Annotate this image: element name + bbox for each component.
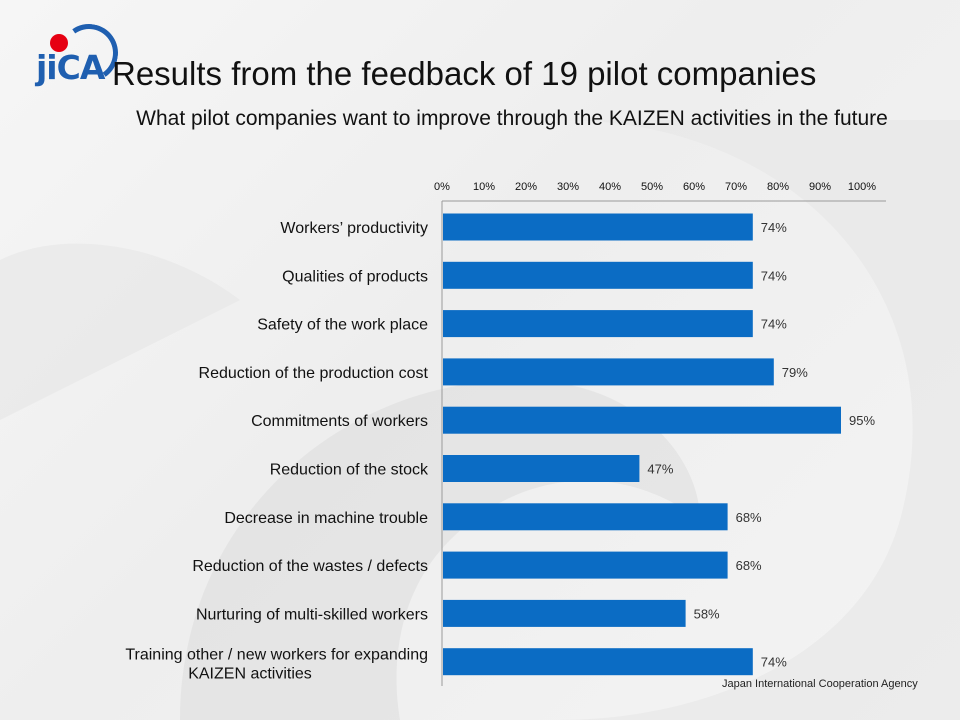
logo-red-dot-icon [50,34,68,52]
data-label: 79% [782,365,808,380]
x-tick-label: 40% [599,181,621,193]
bar [443,406,841,434]
x-tick-label: 0% [434,181,450,193]
bar [443,503,728,531]
data-label: 74% [761,220,787,235]
jica-logo: jiCA [30,19,123,88]
data-label: 68% [736,558,762,573]
category-label: Reduction of the production cost [199,365,429,382]
data-label: 95% [849,413,875,428]
category-label: Nurturing of multi-skilled workers [196,606,428,623]
bar [443,455,640,482]
category-label: Safety of the work place [257,317,428,334]
category-label: Workers’ productivity [280,220,428,237]
x-tick-label: 20% [515,181,537,193]
bar [443,599,686,627]
bar [443,648,753,676]
x-tick-label: 70% [725,181,747,193]
x-tick-label: 10% [473,181,495,193]
bar [443,310,753,338]
bar [443,358,774,386]
bar [443,213,753,241]
data-label: 74% [761,268,787,283]
slide-title: Results from the feedback of 19 pilot co… [112,55,817,92]
category-label: Reduction of the wastes / defects [192,558,428,575]
x-tick-label: 100% [848,181,876,193]
data-label: 74% [761,655,787,670]
category-label-line: Training other / new workers for expandi… [125,647,428,664]
x-tick-label: 90% [809,181,831,193]
category-label: Decrease in machine trouble [224,510,428,527]
x-tick-label: 80% [767,181,789,193]
data-label: 58% [694,606,720,621]
category-label: Reduction of the stock [270,462,429,479]
x-tick-label: 50% [641,181,663,193]
category-label-line: KAIZEN activities [188,666,312,683]
category-label: Commitments of workers [251,413,428,430]
category-label: Training other / new workers for expandi… [125,647,428,683]
bar [443,261,753,289]
bar [443,551,728,579]
data-label: 68% [736,510,762,525]
data-label: 47% [647,462,673,477]
slide-subtitle: What pilot companies want to improve thr… [136,107,888,130]
logo-text: jiCA [36,48,105,87]
x-tick-label: 60% [683,181,705,193]
x-tick-label: 30% [557,181,579,193]
data-label: 74% [761,317,787,332]
footer-agency: Japan International Cooperation Agency [722,678,918,690]
category-label: Qualities of products [282,268,428,285]
